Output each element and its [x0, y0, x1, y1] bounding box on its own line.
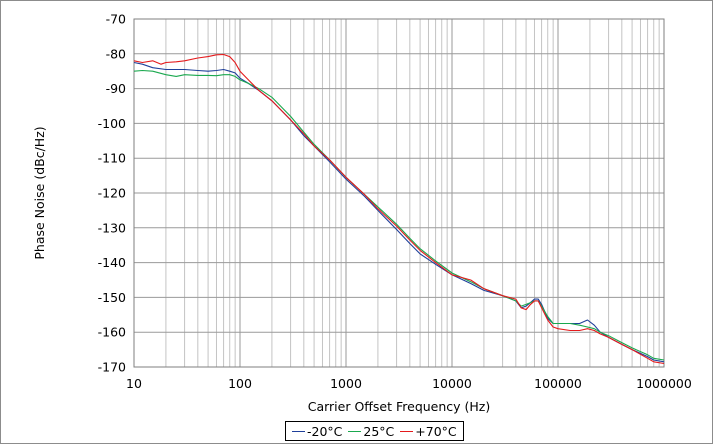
legend-item: 25°C	[348, 424, 394, 439]
x-tick-label: 1000	[330, 376, 362, 391]
legend-label: -20°C	[307, 423, 343, 439]
legend-swatch	[292, 430, 305, 432]
y-tick-label: -110	[98, 151, 126, 166]
series-line-2	[133, 69, 665, 361]
y-tick-label: -130	[98, 220, 126, 235]
y-tick-label: -150	[98, 290, 126, 305]
y-tick-label: -70	[106, 12, 126, 27]
legend-swatch	[348, 430, 362, 432]
x-tick-labels: 10 100 1000 10000 100000 1000000	[126, 376, 692, 391]
y-tick-label: -90	[106, 81, 126, 96]
y-tick-labels: -70 -80 -90 -100 -110 -120 -130 -140 -150 -160 -17…	[98, 12, 126, 375]
legend-item: +70°C	[400, 423, 457, 439]
grid	[133, 18, 664, 368]
legend: -20°C 25°C +70°C	[285, 421, 464, 441]
plot-area	[133, 18, 665, 368]
legend-label: 25°C	[363, 423, 395, 439]
x-tick-label: 100	[228, 376, 252, 391]
y-tick-label: -120	[98, 186, 126, 201]
y-tick-label: -170	[98, 360, 126, 375]
legend-item: -20°C	[292, 424, 342, 439]
series-lines	[133, 53, 665, 365]
y-tick-label: -80	[106, 46, 126, 61]
x-tick-label: 10	[126, 376, 142, 391]
x-axis-title: Carrier Offset Frequency (Hz)	[308, 399, 491, 414]
x-tick-label: 1000000	[636, 376, 692, 391]
y-tick-label: -160	[98, 325, 126, 340]
legend-label: +70°C	[415, 423, 457, 439]
legend-swatch	[400, 430, 414, 432]
x-tick-label: 100000	[534, 376, 582, 391]
x-tick-label: 10000	[432, 376, 472, 391]
y-axis-title: Phase Noise (dBc/Hz)	[32, 126, 47, 259]
series-line-3	[133, 53, 665, 365]
y-tick-label: -140	[98, 255, 126, 270]
y-tick-label: -100	[98, 116, 126, 131]
series-line-1	[133, 61, 665, 363]
